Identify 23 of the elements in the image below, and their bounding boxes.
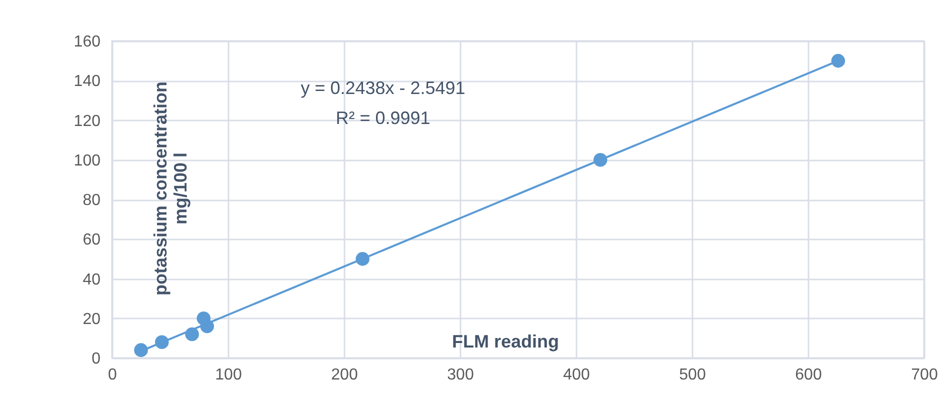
x-tick-label: 100 — [215, 366, 242, 384]
point — [831, 54, 846, 68]
x-axis-title: FLM reading — [452, 332, 559, 352]
x-tick-label: 300 — [447, 366, 474, 384]
y-tick-label: 40 — [82, 271, 101, 288]
y-tick-label: 160 — [74, 34, 101, 50]
y-tick-label: 100 — [74, 152, 101, 170]
x-tick-label: 200 — [331, 366, 358, 384]
annotation: y = 0.2438x - 2.5491 — [300, 78, 466, 98]
y-tick-label: 120 — [74, 112, 101, 130]
x-tick-label: 600 — [795, 366, 822, 384]
y-tick-label: 140 — [74, 73, 101, 90]
x-tick-label: 500 — [679, 366, 706, 384]
point — [134, 343, 148, 357]
y-tick-label: 0 — [92, 350, 101, 368]
x-tick-label: 0 — [108, 366, 118, 384]
y-tick-label: 20 — [82, 310, 101, 328]
x-tick-label: 400 — [563, 366, 590, 384]
x-tick-label: 700 — [911, 366, 938, 384]
annotation: R² = 0.9991 — [336, 108, 430, 128]
y-tick-label: 80 — [82, 192, 101, 209]
y-tick-label: 60 — [82, 232, 101, 249]
y-axis-title: potassium concentration mg/100 l — [150, 81, 190, 296]
